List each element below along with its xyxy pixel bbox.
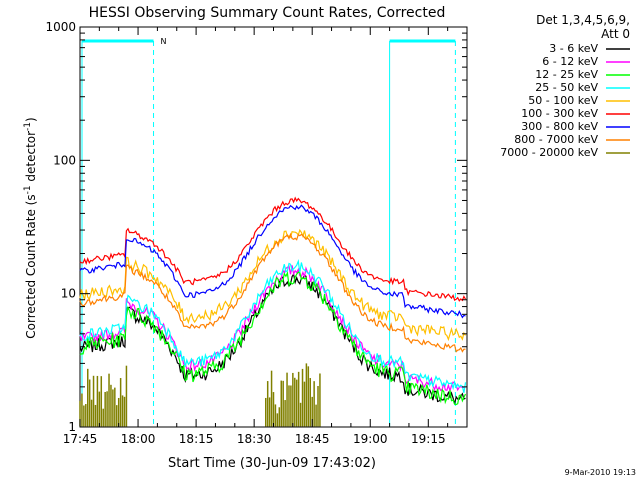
y-axis-label-sup2: -1 <box>23 122 33 131</box>
x-tick-label: 18:15 <box>179 432 214 446</box>
y-axis-label-mid: detector <box>24 131 38 186</box>
legend-label: 25 - 50 keV <box>535 81 598 94</box>
x-tick-label: 17:45 <box>63 432 98 446</box>
legend-label: 7000 - 20000 keV <box>500 146 598 159</box>
plot-frame <box>79 26 468 428</box>
y-axis-label-end: ) <box>24 117 38 122</box>
series-line <box>79 228 466 342</box>
x-axis-label: Start Time (30-Jun-09 17:43:02) <box>168 456 376 471</box>
legend-label: 800 - 7000 keV <box>514 133 598 146</box>
night-markers: N <box>81 37 456 427</box>
y-axis: 1 10 100 1000 <box>45 20 467 434</box>
y-axis-label-start: Corrected Count Rate (s <box>24 194 38 338</box>
series-layer <box>79 196 467 427</box>
y-tick-label: 1000 <box>45 20 76 34</box>
series-line <box>79 259 467 393</box>
legend-title-line-1: Det 1,3,4,5,6,9, <box>536 13 630 27</box>
x-tick-label: 19:15 <box>411 432 446 446</box>
x-tick-label: 18:00 <box>121 432 156 446</box>
series-line <box>79 204 466 319</box>
y-tick-label: 10 <box>61 287 76 301</box>
x-axis: 17:45 18:00 18:15 18:30 18:45 19:00 19:15 <box>63 27 468 446</box>
legend-label: 12 - 25 keV <box>535 68 598 81</box>
y-axis-label: Corrected Count Rate (s-1 detector-1) <box>23 117 38 338</box>
series-line <box>79 264 466 393</box>
y-tick-label: 100 <box>53 153 76 167</box>
legend-label: 300 - 800 keV <box>521 120 598 133</box>
legend-label: 3 - 6 keV <box>549 42 598 55</box>
series-line <box>79 232 466 353</box>
series-line <box>79 270 467 406</box>
y-axis-label-sup1: -1 <box>23 185 33 194</box>
date-stamp: 9-Mar-2010 19:13 <box>565 468 636 477</box>
chart-title: HESSI Observing Summary Count Rates, Cor… <box>89 5 446 21</box>
legend-label: 6 - 12 keV <box>542 55 598 68</box>
y-tick-label: 1 <box>68 420 76 434</box>
series-line <box>79 196 467 302</box>
legend-label: 50 - 100 keV <box>528 94 598 107</box>
x-tick-label: 18:45 <box>295 432 330 446</box>
x-tick-label: 19:00 <box>353 432 388 446</box>
legend-label: 100 - 300 keV <box>521 107 598 120</box>
x-tick-label: 18:30 <box>237 432 272 446</box>
legend-title-line-2: Att 0 <box>601 27 630 41</box>
night-label: N <box>161 37 167 46</box>
